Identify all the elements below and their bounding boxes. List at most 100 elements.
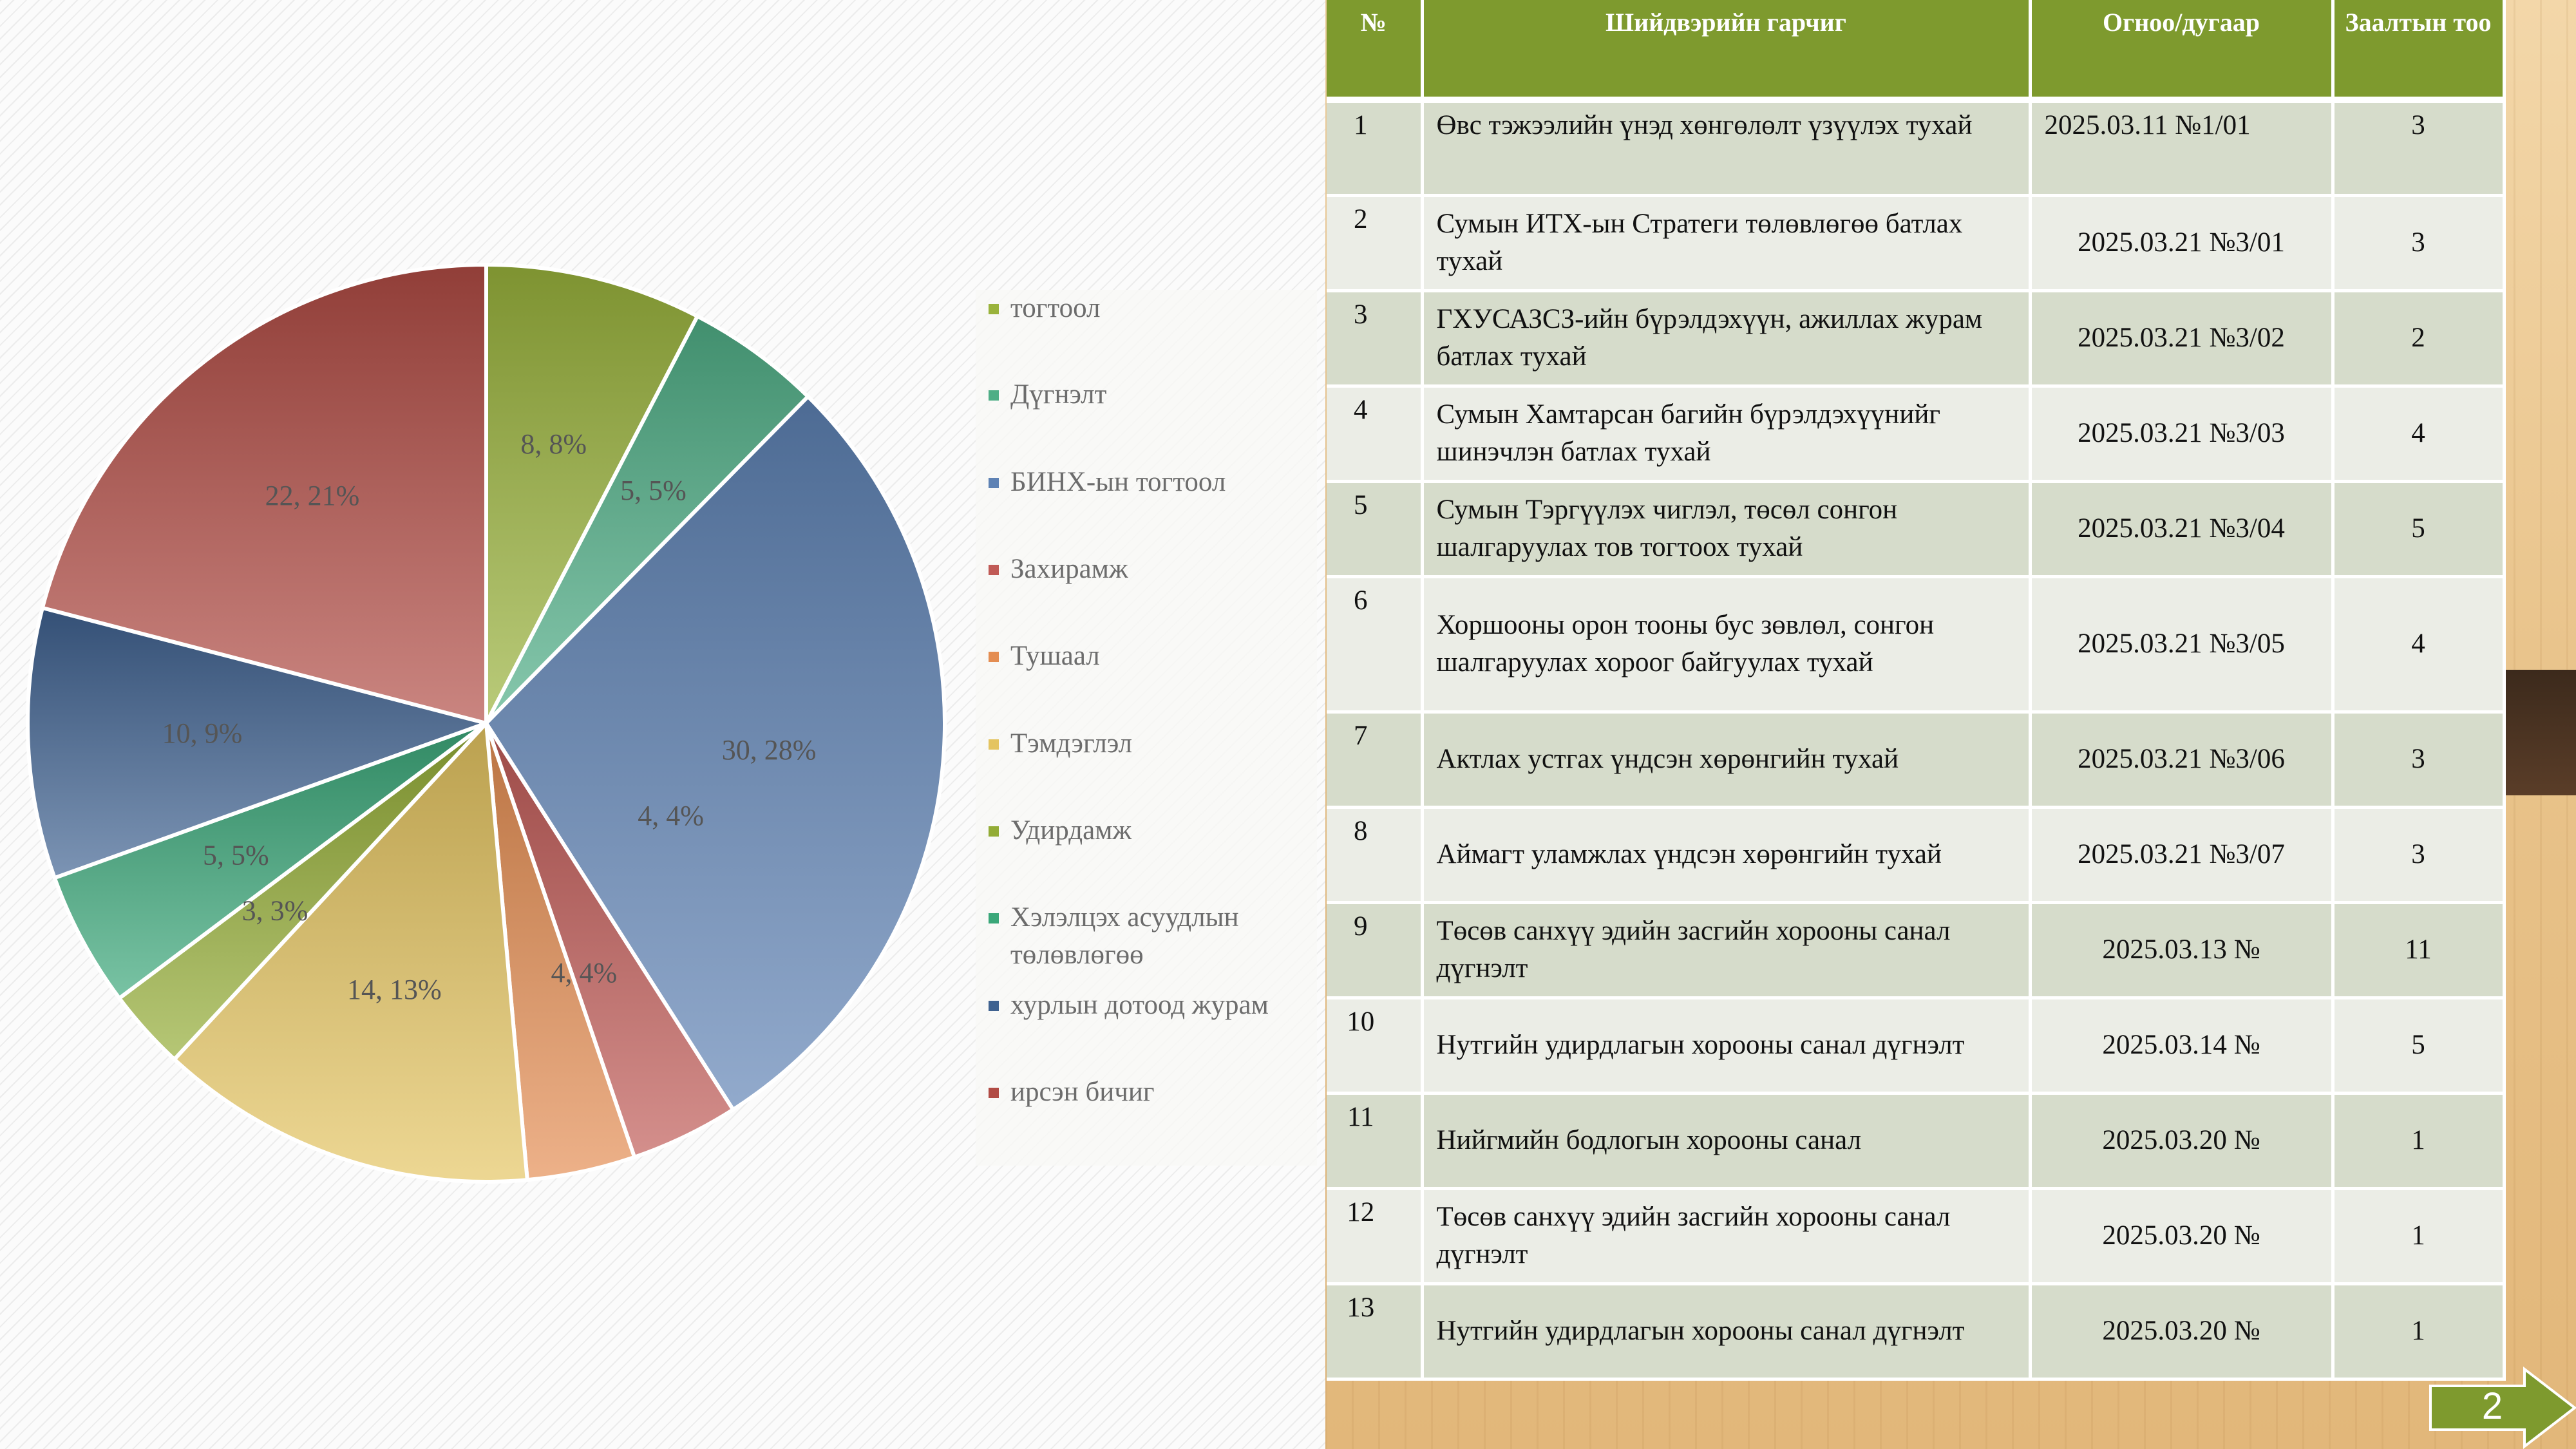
legend-label: Тушаал <box>1010 641 1100 671</box>
table-row: 1 Өвс тэжээлийн үнэд хөнгөлөлт үзүүлэх ту… <box>1327 100 2506 197</box>
legend-label: Тэмдэглэл <box>1010 728 1133 759</box>
cell-count: 5 <box>2333 481 2506 578</box>
pie-data-label: 10, 9% <box>162 717 243 749</box>
table-row: 10 Нутгийн удирдлагын хорооны санал дүгнэ… <box>1327 998 2506 1095</box>
table-row: 5 Сумын Тэргүүлэх чиглэл, төсөл сонгон ша… <box>1327 481 2506 578</box>
cell-count: 5 <box>2333 998 2506 1095</box>
legend-label: Дүгнэлт <box>1010 379 1107 410</box>
pie-data-label: 3, 3% <box>242 895 308 926</box>
header-date: Огноо/дугаар <box>2030 0 2334 100</box>
cell-num: 13 <box>1327 1283 1424 1381</box>
cell-title: Актлах устгах үндсэн хөрөнгийн тухай <box>1422 712 2032 809</box>
cell-count: 1 <box>2333 1188 2506 1285</box>
table-header-row: № Шийдвэрийн гарчиг Огноо/дугаар Заалтын… <box>1327 0 2506 100</box>
legend-swatch <box>989 478 999 488</box>
legend-swatch <box>989 652 999 662</box>
cell-date: 2025.03.20 № <box>2030 1093 2334 1190</box>
cell-count: 3 <box>2333 712 2506 809</box>
legend-item: Хэлэлцэх асуудлын төлөвлөгөө <box>989 899 1317 974</box>
header-num: № <box>1327 0 1424 100</box>
legend-item: хурлын дотоод журам <box>989 987 1317 1024</box>
cell-count: 3 <box>2333 100 2506 197</box>
page-number: 2 <box>2481 1385 2503 1427</box>
pie-slice <box>484 314 810 725</box>
cell-num: 3 <box>1327 290 1424 388</box>
legend-swatch <box>989 826 999 837</box>
pie-slice <box>484 263 699 725</box>
cell-count: 3 <box>2333 195 2506 292</box>
cell-count: 2 <box>2333 290 2506 388</box>
pie-slice <box>52 721 488 1001</box>
pie-slice <box>172 721 529 1184</box>
legend-label: тогтоол <box>1010 293 1101 323</box>
header-count: Заалтын тоо <box>2333 0 2506 100</box>
pie-data-label: 30, 28% <box>722 734 817 766</box>
table-row: 7 Актлах устгах үндсэн хөрөнгийн тухай 202… <box>1327 712 2506 809</box>
table-row: 9 Төсөв санхүү эдийн засгийн хорооны сана… <box>1327 902 2506 999</box>
legend-swatch <box>989 565 999 575</box>
legend-label: Хэлэлцэх асуудлын төлөвлөгөө <box>1010 902 1239 970</box>
table-row: 12 Төсөв санхүү эдийн засгийн хорооны сан… <box>1327 1188 2506 1285</box>
pie-data-labels: 8, 8% 5, 5% 30, 28% 4, 4% 4, 4% 14, 13% 3, 3% 5… <box>162 428 817 1005</box>
pie-data-label: 22, 21% <box>265 480 360 511</box>
table-row: 13 Нутгийн удирдлагын хорооны санал дүгнэ… <box>1327 1283 2506 1381</box>
cell-count: 11 <box>2333 902 2506 999</box>
table-row: 4 Сумын Хамтарсан багийн бүрэлдэхүүнийг ш… <box>1327 386 2506 483</box>
cell-num: 8 <box>1327 807 1424 904</box>
legend-swatch <box>989 390 999 401</box>
cell-date: 2025.03.14 № <box>2030 998 2334 1095</box>
cell-title: Аймагт уламжлах үндсэн хөрөнгийн тухай <box>1422 807 2032 904</box>
next-slide-arrow-icon[interactable] <box>2429 1367 2576 1449</box>
legend-swatch <box>989 913 999 923</box>
legend-swatch <box>989 1001 999 1011</box>
legend-item: Захирамж <box>989 551 1317 588</box>
cell-num: 7 <box>1327 712 1424 809</box>
pie-slice <box>26 605 488 880</box>
table-row: 2 Сумын ИТХ-ын Стратеги төлөвлөгөө батлах… <box>1327 195 2506 292</box>
legend-label: Удирдамж <box>1010 815 1132 846</box>
pie-data-label: 5, 5% <box>620 475 687 506</box>
pie-slice <box>484 394 947 1112</box>
cell-num: 5 <box>1327 481 1424 578</box>
chart-legend: тогтоол Дүгнэлт БИНХ-ын тогтоол Захирамж Туш… <box>976 290 1317 1166</box>
decisions-table: № Шийдвэрийн гарчиг Огноо/дугаар Заалтын… <box>1327 0 2506 1381</box>
legend-swatch <box>989 1088 999 1098</box>
cell-title: Сумын ИТХ-ын Стратеги төлөвлөгөө батлах … <box>1422 195 2032 292</box>
cell-date: 2025.03.21 №3/04 <box>2030 481 2334 578</box>
pie-data-label: 14, 13% <box>347 974 442 1005</box>
cell-count: 3 <box>2333 807 2506 904</box>
table-row: 11 Нийгмийн бодлогын хорооны санал 2025.03… <box>1327 1093 2506 1190</box>
pie-data-label: 8, 8% <box>520 428 587 460</box>
legend-item: тогтоол <box>989 290 1317 327</box>
cell-title: Төсөв санхүү эдийн засгийн хорооны санал… <box>1422 1188 2032 1285</box>
legend-swatch <box>989 304 999 314</box>
cell-num: 12 <box>1327 1188 1424 1285</box>
pie-slice <box>40 263 488 725</box>
cell-num: 1 <box>1327 100 1424 197</box>
legend-item: Тушаал <box>989 638 1317 675</box>
cell-count: 4 <box>2333 576 2506 714</box>
cell-title: Төсөв санхүү эдийн засгийн хорооны санал… <box>1422 902 2032 999</box>
cell-date: 2025.03.21 №3/02 <box>2030 290 2334 388</box>
decorative-stripe <box>2505 670 2576 795</box>
legend-item: Удирдамж <box>989 812 1317 849</box>
table-row: 8 Аймагт уламжлах үндсэн хөрөнгийн тухай 2… <box>1327 807 2506 904</box>
cell-title: Хоршооны орон тооны бус зөвлөл, сонгон ш… <box>1422 576 2032 714</box>
cell-title: ГХУСАЗСЗ-ийн бүрэлдэхүүн, ажиллах журам … <box>1422 290 2032 388</box>
legend-item: Дүгнэлт <box>989 376 1317 413</box>
cell-num: 6 <box>1327 576 1424 714</box>
cell-count: 4 <box>2333 386 2506 483</box>
cell-date: 2025.03.21 №3/05 <box>2030 576 2334 714</box>
pie-chart: 8, 8% 5, 5% 30, 28% 4, 4% 4, 4% 14, 13% 3, 3% 5… <box>26 263 947 1184</box>
legend-label: хурлын дотоод журам <box>1010 990 1269 1020</box>
cell-date: 2025.03.11 №1/01 <box>2030 100 2334 197</box>
decisions-table-container: № Шийдвэрийн гарчиг Огноо/дугаар Заалтын… <box>1327 0 2506 1381</box>
cell-count: 1 <box>2333 1093 2506 1190</box>
legend-label: БИНХ-ын тогтоол <box>1010 467 1226 497</box>
cell-date: 2025.03.20 № <box>2030 1283 2334 1381</box>
cell-title: Өвс тэжээлийн үнэд хөнгөлөлт үзүүлэх тух… <box>1422 100 2032 197</box>
legend-swatch <box>989 739 999 750</box>
cell-date: 2025.03.21 №3/07 <box>2030 807 2334 904</box>
header-title: Шийдвэрийн гарчиг <box>1422 0 2032 100</box>
legend-item: БИНХ-ын тогтоол <box>989 464 1317 501</box>
